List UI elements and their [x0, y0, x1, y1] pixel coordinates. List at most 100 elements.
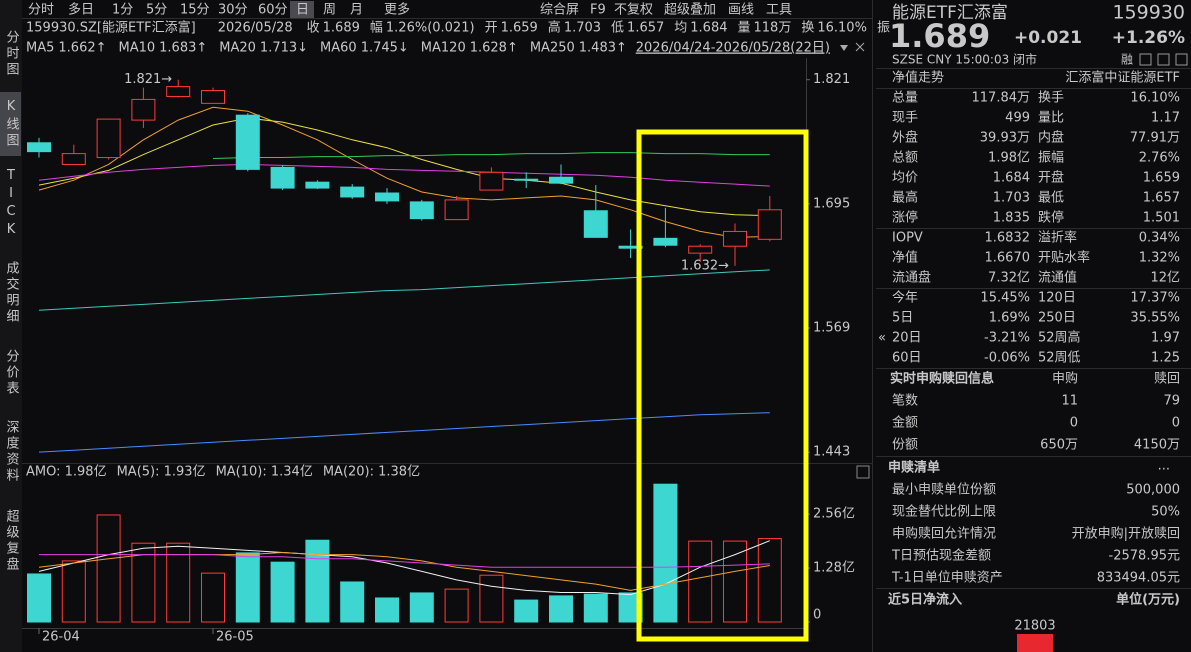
stat-value: 0.34% — [1139, 231, 1180, 246]
volume-legend: MA(10): 1.34亿 — [216, 465, 313, 480]
y-tick-label: 1.569 — [813, 321, 850, 336]
side-tab[interactable]: 成交明细 — [4, 261, 20, 325]
tool-button[interactable]: 画线 — [728, 3, 754, 18]
close-icon[interactable] — [856, 465, 870, 479]
dropdown-icon[interactable] — [840, 45, 848, 51]
info-label: 开 — [485, 21, 498, 36]
candle-body — [96, 118, 121, 159]
volume-legend: AMO: 1.98亿 — [26, 465, 107, 480]
candle-body — [549, 176, 573, 184]
candle-body — [27, 142, 51, 153]
volume-bar — [444, 588, 469, 623]
side-tab[interactable]: 深度资料 — [4, 420, 20, 484]
list-label: T-1日单位申赎资产 — [891, 571, 1003, 586]
stat-label: 20日 — [892, 331, 922, 346]
info-value: 16.10% — [817, 21, 867, 36]
stat-label: 现手 — [892, 111, 918, 126]
stat-label: 52周低 — [1038, 351, 1081, 366]
volume-ma-line — [39, 554, 770, 568]
candle-body — [305, 181, 330, 189]
date-range[interactable]: 2026/04/24-2026/05/28(22日) — [636, 41, 830, 56]
side-tab[interactable]: TICK — [4, 168, 19, 240]
stat-value: 35.55% — [1130, 311, 1180, 326]
side-tab[interactable]: K线图 — [4, 99, 20, 149]
icon[interactable] — [1157, 53, 1170, 66]
collapse-arrow[interactable]: « — [878, 331, 886, 346]
tool-button[interactable]: 工具 — [766, 3, 792, 18]
fund-code: 159930 — [1112, 2, 1185, 24]
stat-value: 77.91万 — [1130, 131, 1180, 146]
ma-legend-name: MA10 — [119, 41, 156, 56]
unit-label: 单位(万元) — [1116, 592, 1180, 608]
price-change: +0.021 — [1014, 28, 1082, 48]
side-tab[interactable]: 分时图 — [4, 30, 20, 78]
icon[interactable] — [1175, 53, 1188, 66]
column-header: 赎回 — [1154, 372, 1180, 387]
tab[interactable]: 更多 — [384, 2, 410, 18]
candle-body — [583, 210, 608, 238]
volume-bar — [618, 592, 643, 623]
side-tab[interactable]: 分价表 — [4, 349, 20, 397]
security-code: 159930.SZ[能源ETF汇添富] — [26, 20, 196, 36]
tab[interactable]: 分时 — [28, 3, 54, 18]
tab[interactable]: 月 — [350, 3, 363, 18]
stat-label: 总量 — [892, 91, 918, 106]
candle-body — [514, 178, 539, 181]
y-tick-label: 1.695 — [813, 196, 850, 211]
side-tab[interactable]: 超级复盘 — [4, 509, 20, 573]
stat-value: 1.32% — [1139, 251, 1180, 266]
candle-body — [61, 153, 86, 165]
tool-button[interactable]: 超级叠加 — [664, 3, 716, 18]
ma-legend-name: MA60 — [320, 41, 357, 56]
candle-body — [166, 86, 191, 97]
info-label: 均 — [674, 21, 687, 36]
stat-label: 笔数 — [892, 393, 918, 409]
fund-name: 能源ETF汇添富 — [892, 3, 1008, 23]
stat-value: 1.6670 — [985, 251, 1031, 266]
stat-value: 1.659 — [1143, 171, 1180, 186]
tab[interactable]: 多日 — [68, 2, 94, 18]
stat-label: 份额 — [892, 438, 918, 453]
volume-bar — [61, 560, 86, 623]
tool-button[interactable]: 不复权 — [614, 2, 653, 18]
ma-legend-name: MA250 — [530, 41, 575, 56]
stat-value: 1.98亿 — [988, 151, 1030, 166]
tab[interactable]: 1分 — [112, 3, 133, 18]
volume-bar — [305, 539, 330, 623]
tab[interactable]: 30分 — [218, 3, 248, 18]
info-label: 换 — [801, 21, 814, 36]
tab[interactable]: 日 — [296, 3, 309, 18]
volume-bar — [723, 540, 747, 623]
list-label: 现金替代比例上限 — [892, 504, 996, 520]
tab[interactable]: 周 — [323, 3, 336, 18]
y-tick-label: 1.443 — [813, 445, 850, 460]
info-value: 1.26%(0.021) — [386, 21, 475, 36]
ma-legend-name: MA20 — [219, 41, 256, 56]
info-label: 低 — [611, 21, 624, 36]
candle-body — [270, 166, 295, 189]
icon[interactable] — [1139, 53, 1152, 66]
tab[interactable]: 60分 — [258, 3, 288, 18]
more-button[interactable]: ... — [1158, 459, 1170, 474]
volume-bar — [757, 538, 782, 623]
candle-body — [757, 209, 782, 240]
candle-body — [201, 90, 225, 104]
ma-legend-name: MA120 — [421, 41, 466, 56]
ma-legend-value: 1.483↑ — [579, 41, 627, 56]
stat-label: IOPV — [892, 231, 923, 246]
candle-body — [618, 245, 643, 249]
info-label: 幅 — [370, 21, 383, 36]
y-tick-label: 2.56亿 — [813, 507, 855, 522]
candle-body — [688, 245, 713, 254]
column-header: 申购 — [1052, 371, 1078, 387]
volume-bar — [409, 592, 434, 623]
close-icon[interactable] — [855, 42, 865, 52]
list-value: 833494.05元 — [1097, 571, 1180, 586]
tab[interactable]: 5分 — [146, 3, 167, 18]
stat-label: 5日 — [892, 311, 913, 326]
volume-bar — [340, 581, 365, 623]
stat-value: 117.84万 — [972, 91, 1031, 106]
tool-button[interactable]: 综合屏 — [540, 3, 579, 18]
tool-button[interactable]: F9 — [590, 3, 606, 18]
tab[interactable]: 15分 — [180, 3, 210, 18]
